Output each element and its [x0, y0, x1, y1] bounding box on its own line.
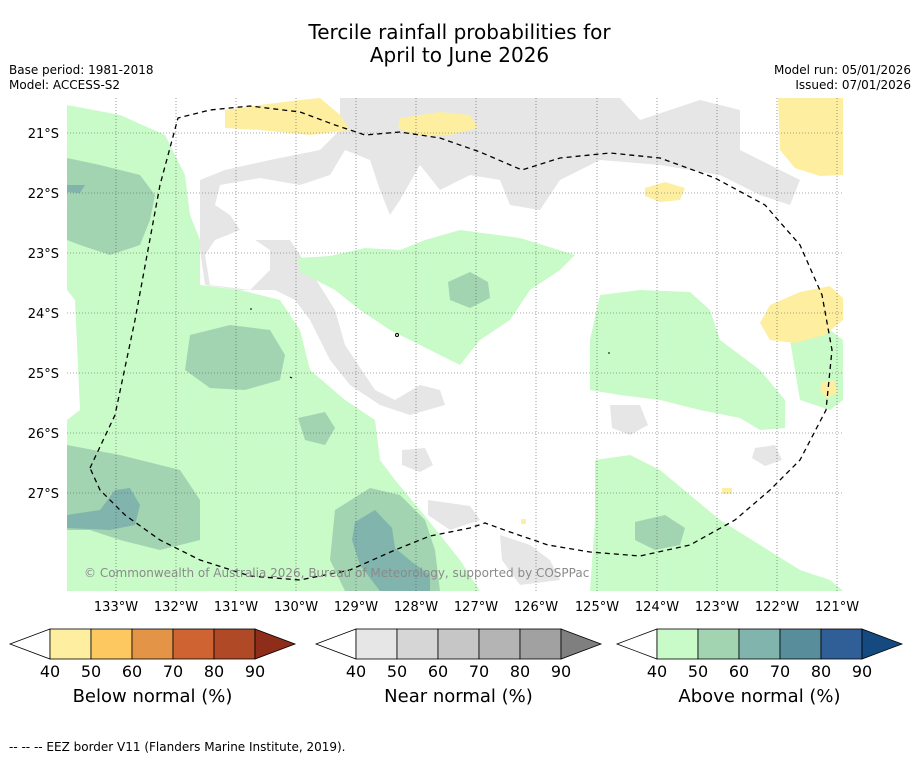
- lon-label: 127°W: [454, 600, 498, 615]
- colorbar-segment: [355, 628, 398, 660]
- colorbar-segment: [519, 628, 562, 660]
- lon-label: 122°W: [755, 600, 799, 615]
- eez-border: [89, 105, 833, 581]
- lat-label: 26°S: [28, 427, 59, 442]
- colorbar-tick-label: 70: [163, 662, 183, 681]
- colorbar-title: Below normal (%): [73, 686, 233, 707]
- meta-left: Base period: 1981-2018 Model: ACCESS-S2: [9, 63, 154, 93]
- colorbar-segment: [697, 628, 740, 660]
- colorbar-tick-label: 80: [811, 662, 831, 681]
- lat-label: 24°S: [28, 307, 59, 322]
- colorbar-segment: [779, 628, 822, 660]
- lon-label: 123°W: [695, 600, 739, 615]
- base-period: Base period: 1981-2018: [9, 63, 154, 77]
- lat-label: 23°S: [28, 247, 59, 262]
- above-normal-60-70: [67, 185, 430, 591]
- lat-label: 21°S: [28, 127, 59, 142]
- colorbar-min-extension: [8, 628, 51, 660]
- meta-right: Model run: 05/01/2026 Issued: 07/01/2026: [774, 63, 911, 93]
- colorbar-tick-label: 40: [346, 662, 366, 681]
- graticule: [67, 98, 843, 591]
- colorbar-segment: [131, 628, 174, 660]
- colorbar-segment: [820, 628, 863, 660]
- colorbar-tick-label: 40: [647, 662, 667, 681]
- eez-footnote: -- -- -- EEZ border V11 (Flanders Marine…: [9, 740, 346, 754]
- colorbar-tick-label: 90: [852, 662, 872, 681]
- colorbar-above-normal: 40 50 60 70 80 90 Above normal (%): [615, 628, 904, 707]
- colorbar-segment: [49, 628, 92, 660]
- map-title-line1: Tercile rainfall probabilities for: [308, 20, 611, 44]
- colorbar-tick-label: 90: [551, 662, 571, 681]
- colorbar-title: Near normal (%): [384, 686, 533, 707]
- lat-label: 25°S: [28, 367, 59, 382]
- lon-label: 129°W: [334, 600, 378, 615]
- colorbar-tick-label: 60: [729, 662, 749, 681]
- colorbar-segment: [656, 628, 699, 660]
- colorbar-segment: [437, 628, 480, 660]
- issued-date: Issued: 07/01/2026: [795, 78, 911, 92]
- colorbar-tick-label: 60: [122, 662, 142, 681]
- colorbar-tick-label: 80: [510, 662, 530, 681]
- colorbar-segment: [478, 628, 521, 660]
- colorbar-min-extension: [314, 628, 357, 660]
- latitude-labels: 21°S 22°S 23°S 24°S 25°S 26°S 27°S: [28, 127, 59, 502]
- lon-label: 125°W: [575, 600, 619, 615]
- longitude-labels: 133°W 132°W 131°W 130°W 129°W 128°W 127°…: [94, 600, 859, 615]
- lon-label: 132°W: [154, 600, 198, 615]
- lon-label: 130°W: [274, 600, 318, 615]
- below-normal-40-50: [225, 98, 843, 524]
- lon-label: 131°W: [214, 600, 258, 615]
- lon-label: 133°W: [94, 600, 138, 615]
- colorbar-segment: [738, 628, 781, 660]
- colorbar-tick-label: 40: [40, 662, 60, 681]
- copyright-notice: © Commonwealth of Australia 2026, Bureau…: [84, 566, 589, 580]
- lon-label: 126°W: [514, 600, 558, 615]
- colorbar-max-extension: [254, 628, 297, 660]
- colorbar-min-extension: [615, 628, 658, 660]
- colorbar-title: Above normal (%): [678, 686, 840, 707]
- colorbar-tick-label: 50: [688, 662, 708, 681]
- lat-label: 22°S: [28, 187, 59, 202]
- model-run: Model run: 05/01/2026: [773, 63, 911, 77]
- colorbar-max-extension: [861, 628, 904, 660]
- colorbar-below-normal: 40 50 60 70 80 90 Below normal (%): [8, 628, 297, 707]
- colorbar-segment: [213, 628, 256, 660]
- colorbar-tick-label: 50: [387, 662, 407, 681]
- lat-label: 27°S: [28, 487, 59, 502]
- colorbar-near-normal: 40 50 60 70 80 90 Near normal (%): [314, 628, 603, 707]
- colorbar-max-extension: [560, 628, 603, 660]
- colorbar-segment: [396, 628, 439, 660]
- colorbar-segment: [90, 628, 133, 660]
- lon-label: 124°W: [635, 600, 679, 615]
- colorbar-tick-label: 80: [204, 662, 224, 681]
- colorbar-tick-label: 90: [245, 662, 265, 681]
- colorbar-tick-label: 50: [81, 662, 101, 681]
- lon-label: 121°W: [815, 600, 859, 615]
- colorbar-segment: [172, 628, 215, 660]
- lon-label: 128°W: [394, 600, 438, 615]
- colorbar-tick-label: 70: [770, 662, 790, 681]
- model-name: Model: ACCESS-S2: [9, 78, 121, 92]
- colorbar-tick-label: 60: [428, 662, 448, 681]
- map-title-line2: April to June 2026: [369, 43, 550, 67]
- island-marks: [250, 308, 610, 379]
- probability-layer: [67, 98, 843, 591]
- colorbar-tick-label: 70: [469, 662, 489, 681]
